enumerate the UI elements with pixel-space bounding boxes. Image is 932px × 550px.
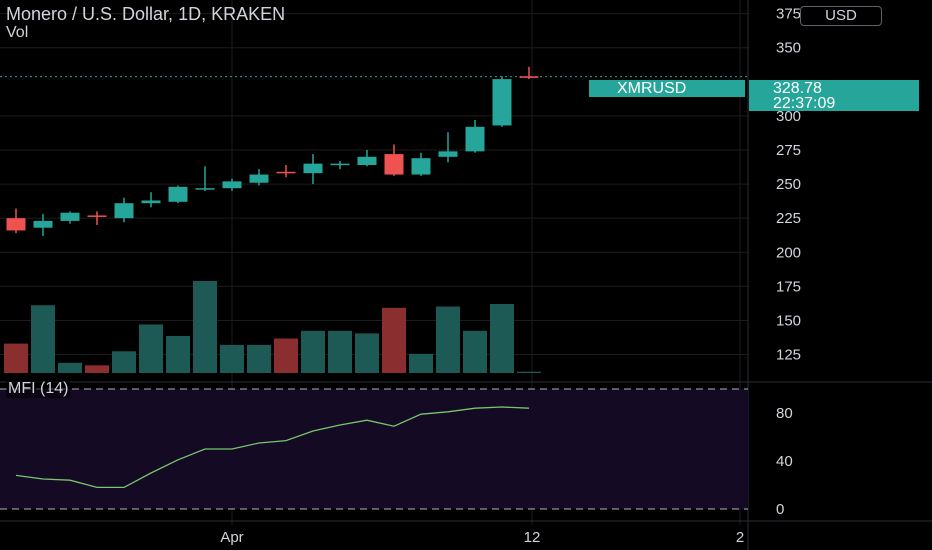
volume-bar (166, 335, 190, 373)
mfi-label: MFI (14) (6, 380, 71, 398)
candle[interactable] (492, 76, 512, 127)
mfi-band (0, 389, 748, 509)
countdown-value: 22:37:09 (773, 95, 836, 112)
candle[interactable] (330, 160, 350, 170)
candle[interactable] (411, 152, 431, 176)
candle-body (330, 163, 350, 166)
volume-bar (220, 344, 244, 373)
volume-bar (301, 330, 325, 373)
chart-title: Monero / U.S. Dollar, 1D, KRAKEN (6, 4, 286, 24)
volume-bar (328, 330, 352, 373)
candle-body (303, 163, 323, 174)
candle-body (6, 218, 26, 231)
mfi-axis-label: 80 (776, 405, 793, 422)
mfi-axis-label: 0 (776, 501, 784, 518)
price-axis-label: 300 (776, 108, 801, 125)
candles (6, 66, 539, 236)
volume-bars (0, 76, 748, 373)
time-axis-label: 2 (736, 529, 744, 546)
candle-body (465, 126, 485, 152)
volume-bar (463, 330, 487, 373)
last-price-tag: 328.78 22:37:09 (749, 80, 919, 112)
candle[interactable] (249, 169, 269, 186)
mfi-line (15, 406, 530, 489)
candle[interactable] (519, 66, 539, 80)
candle-body (168, 186, 188, 202)
price-axis-label: 375 (776, 6, 801, 23)
candle[interactable] (222, 178, 242, 191)
candle-body (276, 171, 296, 174)
candle[interactable] (87, 211, 107, 225)
candle[interactable] (357, 150, 377, 167)
price-axis-label: 200 (776, 244, 801, 261)
symbol-tag: XMRUSD (589, 80, 745, 97)
candle[interactable] (168, 185, 188, 204)
mfi-axis-label: 40 (776, 453, 793, 470)
last-price-value: 328.78 (773, 80, 822, 97)
candle[interactable] (384, 144, 404, 176)
candle-body (249, 174, 269, 183)
volume-bar (85, 365, 109, 373)
candle[interactable] (141, 192, 161, 208)
candle-body (384, 154, 404, 175)
volume-bar (193, 281, 217, 373)
candle[interactable] (6, 208, 26, 234)
candle-body (411, 158, 431, 175)
candle-body (114, 203, 134, 219)
candle-body (60, 212, 80, 221)
currency-button[interactable]: USD (800, 6, 882, 26)
candle-body (195, 188, 215, 190)
volume-bar (274, 338, 298, 373)
price-axis-label: 250 (776, 176, 801, 193)
price-axis-label: 275 (776, 142, 801, 159)
candle-body (357, 156, 377, 165)
price-axis-label: 225 (776, 210, 801, 227)
candle-body (141, 200, 161, 204)
candle[interactable] (276, 165, 296, 178)
volume-bar (409, 353, 433, 373)
volume-bar (355, 333, 379, 373)
candle-body (438, 151, 458, 157)
candle-body (222, 181, 242, 189)
volume-bar (382, 307, 406, 373)
candle[interactable] (33, 214, 53, 236)
time-axis-label: 12 (524, 529, 541, 546)
price-axis-label: 350 (776, 40, 801, 57)
volume-bar (58, 362, 82, 373)
candle[interactable] (60, 211, 80, 224)
candle[interactable] (465, 120, 485, 153)
candle-body (492, 79, 512, 126)
time-axis-label: Apr (220, 529, 243, 546)
price-axis-label: 175 (776, 278, 801, 295)
candle[interactable] (438, 132, 458, 163)
volume-bar (490, 304, 514, 373)
price-axis-label: 125 (776, 347, 801, 364)
volume-bar (31, 305, 55, 373)
volume-bar (436, 306, 460, 373)
volume-bar (247, 344, 271, 373)
volume-bar (4, 343, 28, 373)
candle-body (87, 215, 107, 217)
volume-bar (517, 371, 541, 373)
candle[interactable] (195, 166, 215, 191)
volume-bar (112, 351, 136, 373)
mfi-indicator (0, 388, 748, 510)
price-axis-label: 150 (776, 312, 801, 329)
candle[interactable] (303, 154, 323, 185)
volume-bar (139, 324, 163, 373)
candle-body (519, 76, 539, 78)
candle-body (33, 220, 53, 228)
volume-label: Vol (6, 24, 29, 41)
axes: 125 150 175 200 225 250 275 300 350 375 0 40 80 Apr 12… (220, 6, 801, 546)
candle[interactable] (114, 197, 134, 223)
